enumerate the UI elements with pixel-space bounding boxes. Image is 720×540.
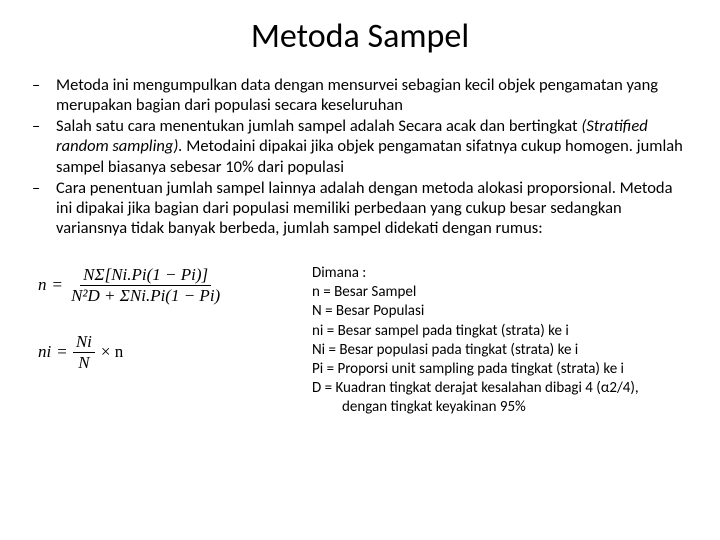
legend-line: N = Besar Populasi — [312, 302, 692, 321]
bullet-text: Metoda ini mengumpulkan data dengan mens… — [56, 75, 658, 115]
legend-line-indent: dengan tingkat keyakinan 95% — [312, 398, 692, 417]
formula-numerator: Ni — [73, 333, 95, 353]
formula-fraction: NΣ[Ni.Pi(1 − Pi)] N²D + ΣNi.Pi(1 − Pi) — [68, 266, 223, 305]
bullet-item: Cara penentuan jumlah sampel lainnya ada… — [52, 178, 692, 238]
formula-times: × n — [101, 342, 123, 362]
legend-line: ni = Besar sampel pada tingkat (strata) … — [312, 322, 692, 341]
legend-block: Dimana : n = Besar Sampel N = Besar Popu… — [248, 258, 692, 418]
formula-denominator: N²D + ΣNi.Pi(1 − Pi) — [68, 286, 223, 305]
legend-heading: Dimana : — [312, 264, 692, 283]
legend-line: Ni = Besar populasi pada tingkat (strata… — [312, 341, 692, 360]
formula-eq: = — [57, 342, 67, 362]
formula-lhs: ni — [38, 342, 51, 362]
bullet-text: Cara penentuan jumlah sampel lainnya ada… — [56, 178, 673, 238]
legend-line: Pi = Proporsi unit sampling pada tingkat… — [312, 360, 692, 379]
formula-eq: = — [53, 275, 63, 295]
page-title: Metoda Sampel — [28, 16, 692, 57]
bullet-item: Salah satu cara menentukan jumlah sampel… — [52, 116, 692, 176]
formula-denominator: N — [75, 353, 92, 372]
legend-line: D = Kuadran tingkat derajat kesalahan di… — [312, 379, 692, 398]
formula-numerator: NΣ[Ni.Pi(1 − Pi)] — [80, 266, 211, 286]
bullet-list: Metoda ini mengumpulkan data dengan mens… — [28, 75, 692, 238]
formula-fraction: Ni N — [73, 333, 95, 372]
legend-line: n = Besar Sampel — [312, 283, 692, 302]
formula-ni: ni = Ni N × n — [38, 333, 248, 372]
bullet-item: Metoda ini mengumpulkan data dengan mens… — [52, 75, 692, 115]
bullet-text: Salah satu cara menentukan jumlah sampel… — [56, 116, 581, 136]
formula-n: n = NΣ[Ni.Pi(1 − Pi)] N²D + ΣNi.Pi(1 − P… — [38, 266, 248, 305]
lower-section: n = NΣ[Ni.Pi(1 − Pi)] N²D + ΣNi.Pi(1 − P… — [28, 258, 692, 418]
formulas-block: n = NΣ[Ni.Pi(1 − Pi)] N²D + ΣNi.Pi(1 − P… — [28, 258, 248, 371]
formula-lhs: n — [38, 275, 47, 295]
